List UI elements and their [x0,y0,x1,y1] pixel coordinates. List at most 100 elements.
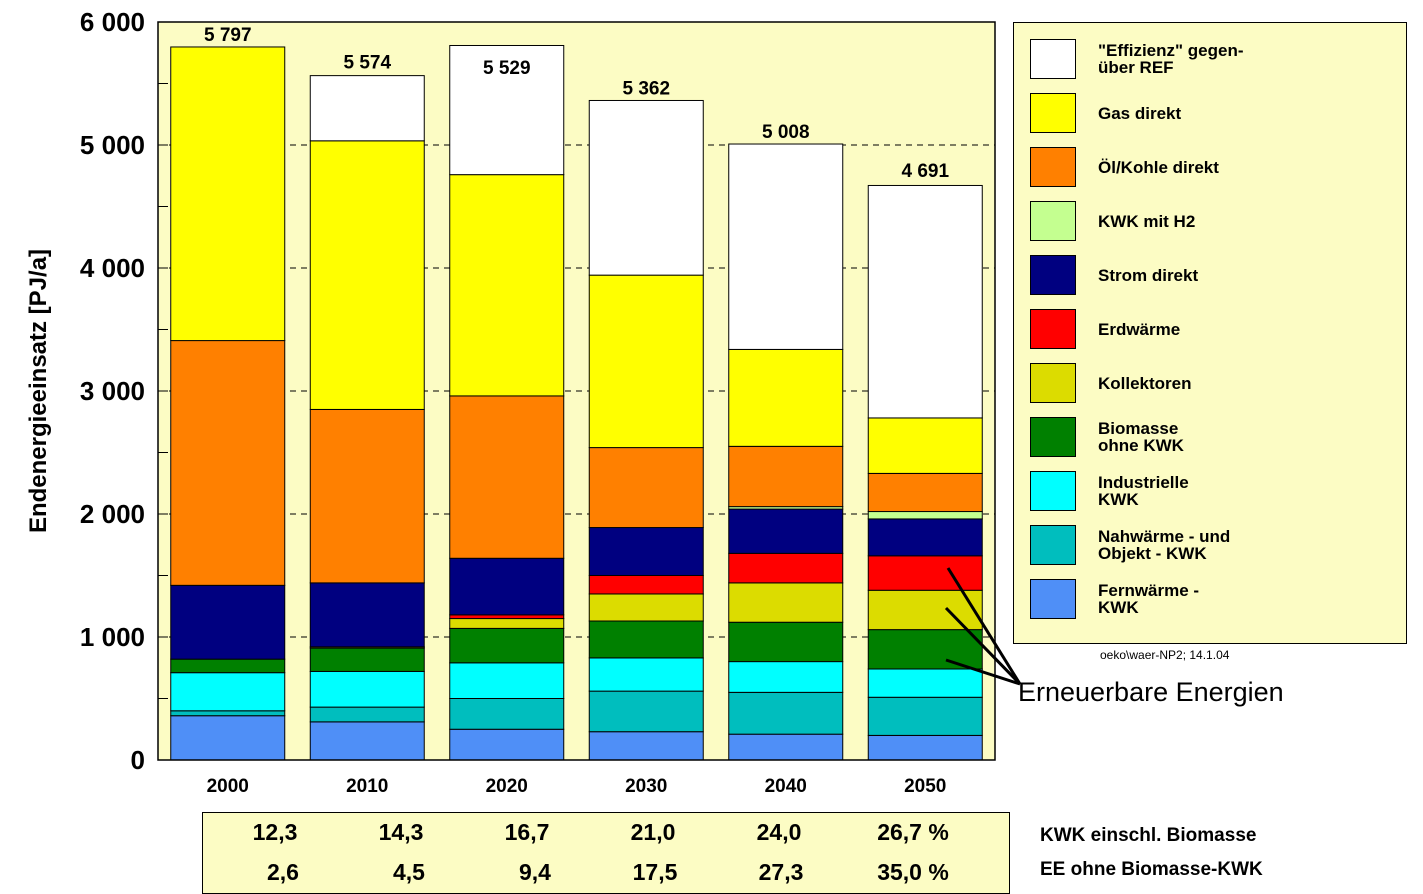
legend-item-strom-direkt: Strom direkt [1030,255,1400,301]
legend-label-kwk-mit-h2: KWK mit H2 [1098,211,1196,231]
legend-label-gas-direkt: Gas direkt [1098,103,1182,123]
bar-biomasse-ohne-kwk-2020 [449,627,565,664]
legend-item-biomasse: Biomasse ohne KWK [1030,417,1400,463]
legend-swatch-effizienz [1030,39,1076,79]
legend-item-kollektoren: Kollektoren [1030,363,1400,409]
bar-effizienz-gegen-uber-ref-2050 [867,184,983,419]
legend-item-gas-direkt: Gas direkt [1030,93,1400,139]
bar-strom-direkt-2000 [170,584,286,660]
legend-swatch-nahwaerme [1030,525,1076,565]
legend-item-industrielle-kwk: Industrielle KWK [1030,471,1400,517]
table-cell-r1-2050: 26,7 % [877,819,949,845]
plot-frame [157,21,996,761]
bar-nahwarme-und-objekt-kwk-2010 [309,706,425,723]
bar-nahwarme-und-objekt-kwk-2030 [588,690,704,733]
bar-kollektoren-2030 [588,593,704,622]
legend-item-erdwaerme: Erdwärme [1030,309,1400,355]
bar-ol-kohle-direkt-2020 [449,395,565,559]
table-cell-r1-2020: 16,7 [504,819,550,845]
bar-fernwarme-kwk-2020 [449,728,565,761]
x-tick-label-2020: 2020 [486,776,528,797]
bar-kollektoren-2040 [728,582,844,623]
total-label-2010: 5 574 [343,52,391,73]
bar-strom-direkt-2020 [449,557,565,616]
x-tick-label-2050: 2050 [904,776,946,797]
y-tick-label: 0 [131,745,145,775]
bar-industrielle-kwk-2000 [170,672,286,712]
bar-fernwarme-kwk-2030 [588,731,704,761]
total-label-2020: 5 529 [483,58,531,79]
total-label-2030: 5 362 [622,78,670,99]
legend-swatch-strom-direkt [1030,255,1076,295]
bar-industrielle-kwk-2050 [867,668,983,698]
total-label-2050: 4 691 [901,161,949,182]
table-cell-r2-2050: 35,0 % [877,859,949,885]
legend-label-effizienz: "Effizienz" gegen- über REF [1098,41,1244,77]
total-label-2040: 5 008 [762,122,810,143]
annotation-erneuerbare: Erneuerbare Energien [1018,677,1284,707]
bar-effizienz-gegen-uber-ref-2040 [728,143,844,350]
bar-industrielle-kwk-2040 [728,661,844,693]
legend-swatch-industrielle-kwk [1030,471,1076,511]
bar-gas-direkt-2040 [728,348,844,447]
total-label-2000: 5 797 [204,25,252,46]
bar-erdwarme-2040 [728,552,844,584]
table-cell-r1-2010: 14,3 [378,819,424,845]
legend-item-kwk-mit-h2: KWK mit H2 [1030,201,1400,247]
bar-biomasse-ohne-kwk-2000 [170,658,286,674]
bar-gas-direkt-2000 [170,46,286,342]
bar-erdwarme-2030 [588,575,704,595]
y-tick-label: 5 000 [80,130,145,160]
bar-strom-direkt-2040 [728,508,844,554]
table-cell-r2-2040: 27,3 [758,859,804,885]
bar-effizienz-gegen-uber-ref-2010 [309,75,425,142]
bar-industrielle-kwk-2030 [588,657,704,692]
bar-fernwarme-kwk-2040 [728,733,844,761]
bar-strom-direkt-2010 [309,582,425,648]
bar-gas-direkt-2010 [309,140,425,410]
table-cell-r2-2020: 9,4 [519,859,551,885]
legend-label-oel-kohle-direkt: Öl/Kohle direkt [1098,157,1219,177]
table-cell-r2-2010: 4,5 [393,859,425,885]
x-tick-label-2010: 2010 [346,776,388,797]
x-tick-label-2040: 2040 [765,776,807,797]
credit-note: oeko\waer-NP2; 14.1.04 [1100,648,1230,662]
table-cell-r1-2000: 12,3 [252,819,298,845]
bar-nahwarme-und-objekt-kwk-2000 [170,710,286,717]
legend-swatch-fernwaerme [1030,579,1076,619]
legend-label-industrielle-kwk: Industrielle KWK [1098,473,1189,509]
bar-ol-kohle-direkt-2000 [170,340,286,586]
legend-item-effizienz: "Effizienz" gegen- über REF [1030,39,1400,85]
legend-label-erdwaerme: Erdwärme [1098,319,1181,339]
legend-swatch-kollektoren [1030,363,1076,403]
y-tick-label: 3 000 [80,376,145,406]
bar-fernwarme-kwk-2010 [309,721,425,761]
legend-item-nahwaerme: Nahwärme - und Objekt - KWK [1030,525,1400,571]
bar-strom-direkt-2050 [867,518,983,557]
bar-erdwarme-2050 [867,555,983,591]
table-row1-label: KWK einschl. Biomasse [1040,825,1257,846]
bar-nahwarme-und-objekt-kwk-2020 [449,698,565,730]
y-tick-label: 6 000 [80,7,145,37]
bar-ol-kohle-direkt-2010 [309,408,425,584]
legend-swatch-kwk-mit-h2 [1030,201,1076,241]
bar-nahwarme-und-objekt-kwk-2050 [867,696,983,736]
legend-label-strom-direkt: Strom direkt [1098,265,1199,285]
bar-kwk-mit-h2-2050 [867,511,983,520]
y-tick-label: 2 000 [80,499,145,529]
table-cell-r2-2030: 17,5 [632,859,678,885]
legend-label-fernwaerme: Fernwärme - KWK [1098,581,1200,617]
bar-gas-direkt-2030 [588,274,704,449]
bar-fernwarme-kwk-2000 [170,715,286,761]
bar-nahwarme-und-objekt-kwk-2040 [728,691,844,735]
legend-swatch-gas-direkt [1030,93,1076,133]
y-axis-label: Endenergieeinsatz [PJ/a] [25,249,52,533]
legend-swatch-biomasse [1030,417,1076,457]
annotation-pointer-2 [945,658,1021,686]
share-table: 12,3 14,3 16,7 21,0 24,0 26,7 % 2,6 4,5 … [202,812,1010,894]
legend-label-kollektoren: Kollektoren [1098,373,1192,393]
bar-erdwarme-2020 [449,614,565,620]
table-cell-r2-2000: 2,6 [267,859,299,885]
legend-swatch-erdwaerme [1030,309,1076,349]
legend-swatch-oel-kohle-direkt [1030,147,1076,187]
